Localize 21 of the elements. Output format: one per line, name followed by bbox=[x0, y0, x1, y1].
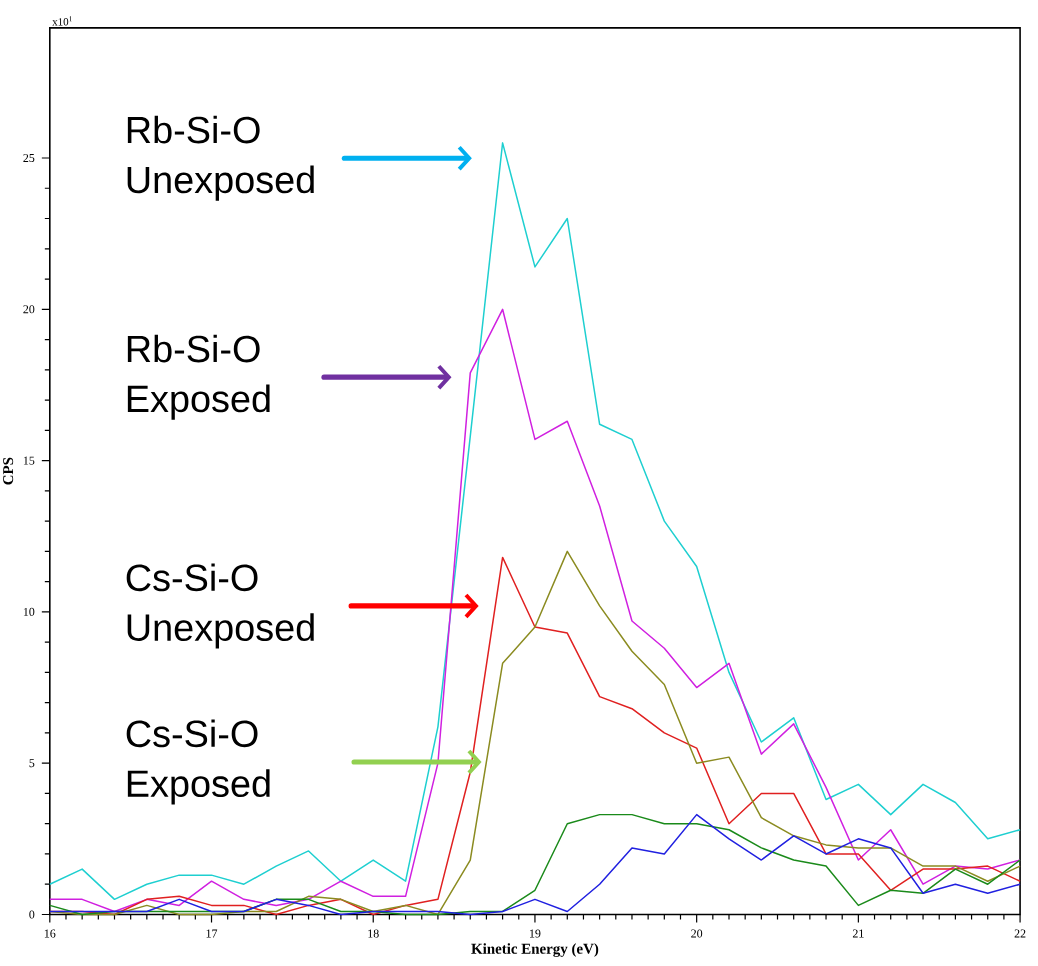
x-tick-label: 20 bbox=[691, 929, 703, 938]
x-tick-label: 21 bbox=[852, 929, 864, 938]
annotation: Cs-Si-O Unexposed bbox=[126, 563, 314, 649]
y-tick-label: 20 bbox=[23, 305, 35, 314]
y-tick-label: 0 bbox=[29, 910, 35, 919]
line-series bbox=[49, 308, 1021, 913]
x-tick-label: 22 bbox=[1014, 929, 1026, 938]
annotation: Cs-Si-O Exposed bbox=[126, 719, 270, 805]
x-tick-label: 17 bbox=[206, 929, 218, 938]
y-axis-title: CPS bbox=[3, 457, 14, 485]
x-axis-title: Kinetic Energy (eV) bbox=[471, 943, 599, 957]
x-tick-label: 19 bbox=[530, 929, 541, 938]
y-tick-label: 5 bbox=[29, 759, 35, 768]
text: x10$^{1}$ bbox=[52, 16, 73, 26]
x-tick-label: 18 bbox=[368, 929, 379, 938]
y-tick-label: 10 bbox=[23, 607, 35, 616]
y-tick-label: 25 bbox=[23, 153, 35, 162]
annotation: Rb-Si-O Unexposed bbox=[127, 115, 314, 201]
annotation: Rb-Si-O Exposed bbox=[127, 334, 270, 420]
x-tick-label: 16 bbox=[44, 929, 56, 938]
y-tick-label: 15 bbox=[23, 456, 35, 465]
